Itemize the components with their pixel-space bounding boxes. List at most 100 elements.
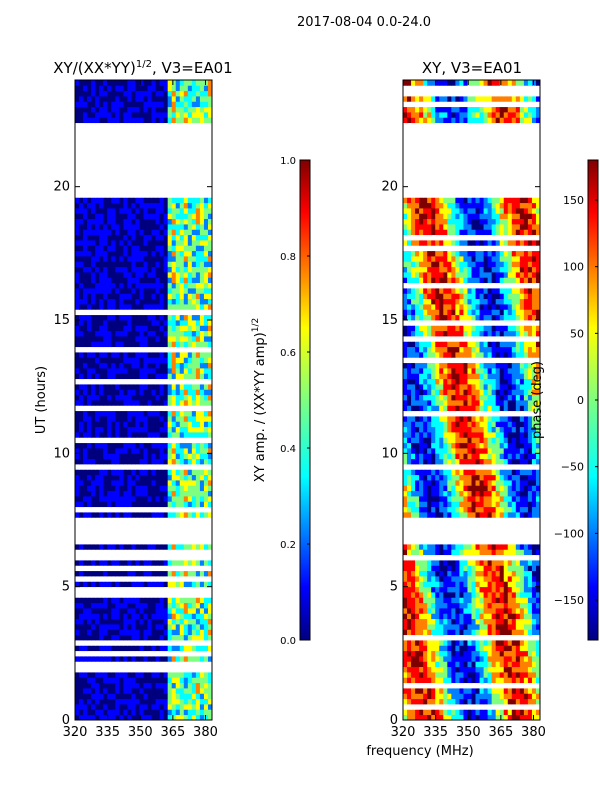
heatmap-cell bbox=[139, 682, 144, 689]
heatmap-cell bbox=[131, 325, 136, 332]
heatmap-cell bbox=[199, 245, 205, 252]
heatmap-cell bbox=[163, 432, 169, 438]
heatmap-cell bbox=[147, 480, 152, 486]
heatmap-cell bbox=[467, 714, 472, 721]
heatmap-cell bbox=[415, 618, 420, 625]
heatmap-cell bbox=[175, 154, 181, 161]
heatmap-cell bbox=[503, 688, 509, 694]
heatmap-cell bbox=[151, 586, 156, 593]
heatmap-cell bbox=[131, 234, 136, 241]
heatmap-cell bbox=[159, 618, 165, 625]
heatmap-cell bbox=[151, 122, 156, 129]
heatmap-cell bbox=[143, 90, 148, 97]
heatmap-cell bbox=[187, 666, 193, 673]
heatmap-cell bbox=[135, 208, 140, 214]
heatmap-cell bbox=[147, 704, 152, 710]
heatmap-cell bbox=[167, 261, 173, 268]
heatmap-cell bbox=[111, 384, 116, 390]
heatmap-cell bbox=[143, 106, 148, 113]
heatmap-cell bbox=[99, 688, 104, 694]
heatmap-cell bbox=[163, 469, 169, 476]
heatmap-cell bbox=[495, 618, 501, 625]
heatmap-cell bbox=[139, 597, 144, 604]
heatmap-cell bbox=[155, 645, 161, 652]
heatmap-cell bbox=[507, 629, 513, 636]
heatmap-cell bbox=[435, 624, 440, 630]
heatmap-cell bbox=[123, 432, 128, 438]
heatmap-cell bbox=[183, 165, 189, 172]
heatmap-cell bbox=[411, 586, 416, 593]
heatmap-cell bbox=[183, 437, 189, 444]
heatmap-cell bbox=[183, 629, 189, 636]
heatmap-cell bbox=[527, 613, 533, 620]
heatmap-cell bbox=[439, 666, 444, 673]
heatmap-cell bbox=[155, 464, 161, 470]
heatmap-cell bbox=[443, 698, 448, 705]
heatmap-cell bbox=[167, 645, 173, 652]
heatmap-cell bbox=[179, 384, 185, 390]
heatmap-cell bbox=[503, 709, 509, 716]
heatmap-cell bbox=[187, 245, 193, 252]
heatmap-cell bbox=[99, 336, 104, 342]
heatmap-cell bbox=[163, 202, 169, 209]
heatmap-cell bbox=[423, 672, 428, 678]
heatmap-cell bbox=[207, 538, 213, 545]
heatmap-cell bbox=[179, 693, 185, 700]
heatmap-cell bbox=[131, 122, 136, 129]
heatmap-cell bbox=[527, 597, 533, 604]
heatmap-cell bbox=[119, 405, 124, 412]
heatmap-cell bbox=[135, 634, 140, 641]
heatmap-cell bbox=[115, 224, 120, 230]
heatmap-cell bbox=[171, 165, 177, 172]
heatmap-cell bbox=[103, 432, 108, 438]
heatmap-cell bbox=[155, 112, 161, 118]
heatmap-cell bbox=[459, 698, 464, 705]
heatmap-cell bbox=[139, 576, 144, 582]
heatmap-cell bbox=[159, 378, 165, 385]
heatmap-cell bbox=[107, 661, 112, 668]
heatmap-cell bbox=[419, 666, 424, 673]
heatmap-cell bbox=[119, 90, 124, 97]
heatmap-cell bbox=[159, 368, 165, 374]
heatmap-cell bbox=[75, 666, 80, 673]
heatmap-cell bbox=[111, 442, 116, 449]
heatmap-cell bbox=[131, 576, 136, 582]
heatmap-cell bbox=[127, 165, 132, 172]
heatmap-cell bbox=[175, 410, 181, 417]
heatmap-cell bbox=[127, 330, 132, 337]
heatmap-cell bbox=[111, 394, 116, 401]
heatmap-cell bbox=[103, 421, 108, 428]
heatmap-cell bbox=[191, 634, 197, 641]
heatmap-cell bbox=[207, 565, 213, 572]
heatmap-cell bbox=[163, 538, 169, 545]
heatmap-cell bbox=[203, 405, 209, 412]
heatmap-cell bbox=[119, 378, 124, 385]
heatmap-cell bbox=[95, 448, 100, 454]
heatmap-cell bbox=[203, 581, 209, 588]
heatmap-cell bbox=[171, 325, 177, 332]
heatmap-cell bbox=[479, 682, 484, 689]
heatmap-cell bbox=[143, 576, 148, 582]
heatmap-cell bbox=[139, 368, 144, 374]
heatmap-cell bbox=[127, 266, 132, 273]
heatmap-cell bbox=[87, 464, 92, 470]
heatmap-cell bbox=[191, 101, 197, 108]
heatmap-cell bbox=[407, 624, 412, 630]
heatmap-cell bbox=[99, 117, 104, 124]
heatmap-cell bbox=[407, 586, 412, 593]
heatmap-cell bbox=[119, 709, 124, 716]
heatmap-cell bbox=[519, 672, 525, 678]
heatmap-cell bbox=[79, 432, 84, 438]
heatmap-cell bbox=[95, 218, 100, 225]
heatmap-cell bbox=[171, 618, 177, 625]
heatmap-cell bbox=[95, 618, 100, 625]
heatmap-cell bbox=[467, 645, 472, 652]
heatmap-cell bbox=[411, 688, 416, 694]
heatmap-cell bbox=[507, 613, 513, 620]
heatmap-cell bbox=[167, 144, 173, 150]
heatmap-cell bbox=[407, 656, 412, 662]
heatmap-cell bbox=[127, 709, 132, 716]
heatmap-cell bbox=[187, 640, 193, 646]
heatmap-cell bbox=[163, 90, 169, 97]
heatmap-cell bbox=[411, 656, 416, 662]
